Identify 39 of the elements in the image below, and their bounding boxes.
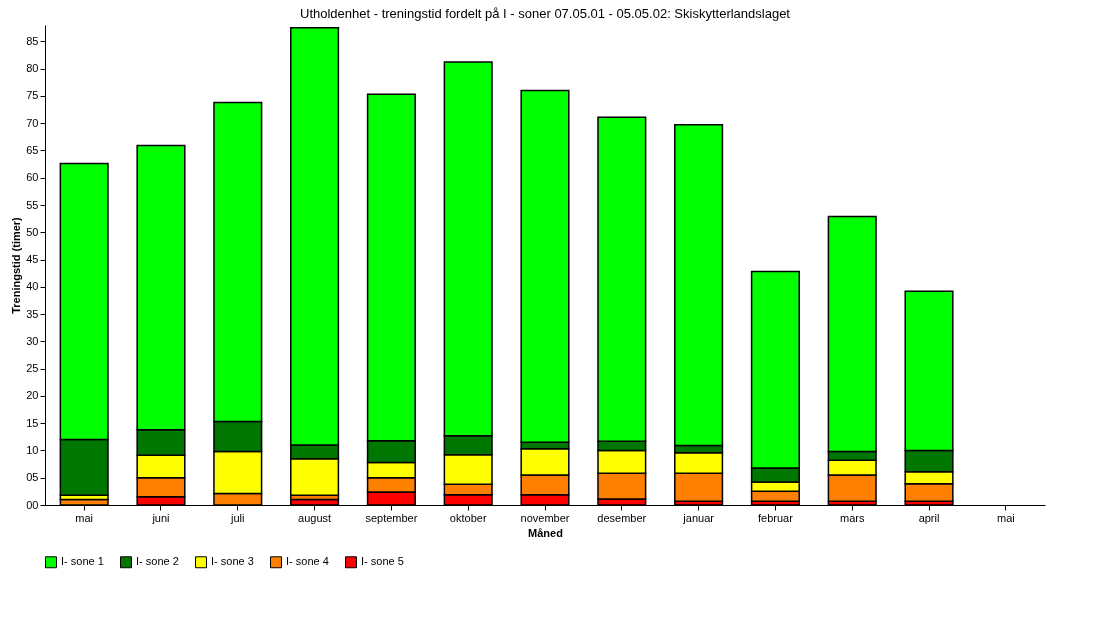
y-axis-title: Treningstid (timer) <box>10 216 23 314</box>
y-tick-label: 10 <box>26 443 39 456</box>
legend-label: I- sone 3 <box>211 555 254 568</box>
y-tick-label: 25 <box>26 362 39 375</box>
legend-label: I- sone 4 <box>286 555 329 568</box>
x-tick-label: februar <box>757 511 794 524</box>
x-tick-label: august <box>298 511 332 524</box>
x-tick-label: september <box>365 511 418 524</box>
y-tick-label: 00 <box>26 498 39 511</box>
x-tick-label: april <box>918 511 940 524</box>
x-tick-label: desember <box>597 511 647 524</box>
y-tick-label: 50 <box>26 225 39 238</box>
y-tick-label: 20 <box>26 389 39 402</box>
x-tick-label: juni <box>151 511 170 524</box>
legend-label: I- sone 1 <box>61 555 104 568</box>
x-axis-title: Måned <box>528 526 563 539</box>
y-tick-label: 65 <box>26 143 39 156</box>
y-tick-label: 75 <box>26 89 39 102</box>
x-tick-label: oktober <box>449 511 487 524</box>
y-tick-label: 60 <box>26 171 39 184</box>
x-tick-label: mars <box>839 511 865 524</box>
x-tick-label: januar <box>682 511 715 524</box>
y-tick-label: 55 <box>26 198 39 211</box>
x-tick-label: november <box>520 511 570 524</box>
y-tick-label: 80 <box>26 62 39 75</box>
y-tick-label: 15 <box>26 416 39 429</box>
legend-label: I- sone 5 <box>361 555 404 568</box>
x-tick-label: mai <box>75 511 94 524</box>
y-tick-label: 70 <box>26 116 39 129</box>
y-tick-label: 05 <box>26 471 39 484</box>
y-tick-label: 30 <box>26 334 39 347</box>
x-tick-label: juli <box>230 511 245 524</box>
chart-title: Utholdenhet - treningstid fordelt på I - soner 07.05.01 - 05.05.02: Skiskytterlandslaget <box>300 6 791 21</box>
y-tick-label: 40 <box>26 280 39 293</box>
legend-label: I- sone 2 <box>136 555 179 568</box>
x-tick-label: mai <box>996 511 1015 524</box>
y-tick-label: 45 <box>26 253 39 266</box>
y-tick-label: 85 <box>26 34 39 47</box>
y-tick-label: 35 <box>26 307 39 320</box>
